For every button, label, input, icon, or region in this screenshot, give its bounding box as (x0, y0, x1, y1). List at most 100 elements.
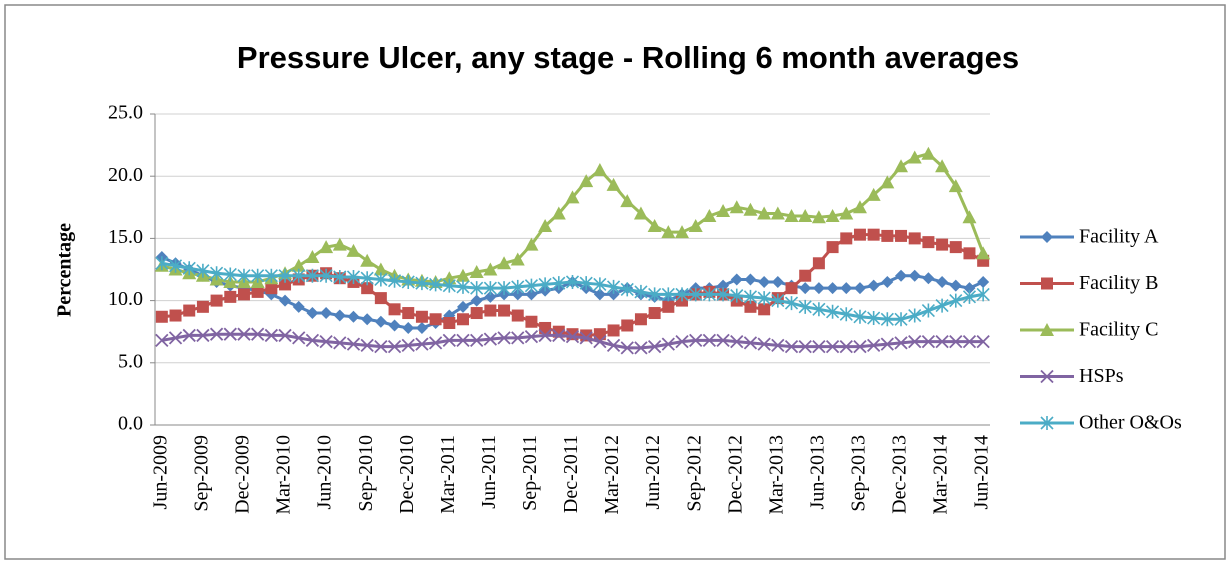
marker (415, 310, 428, 323)
marker (237, 288, 250, 301)
legend-label: Facility A (1079, 226, 1159, 248)
marker (771, 275, 784, 288)
marker (524, 330, 539, 344)
marker (251, 268, 265, 283)
marker (825, 339, 840, 354)
marker (634, 284, 648, 299)
marker (456, 279, 470, 294)
marker (511, 331, 525, 345)
marker (675, 287, 689, 302)
marker (224, 290, 237, 303)
marker (798, 299, 812, 314)
marker (758, 275, 771, 288)
marker (196, 300, 209, 313)
marker (483, 262, 498, 276)
marker (675, 225, 690, 239)
marker (743, 336, 758, 350)
marker (209, 327, 224, 341)
marker (949, 241, 962, 254)
marker (305, 250, 320, 264)
marker (908, 232, 921, 245)
marker (730, 335, 744, 349)
marker (729, 200, 744, 214)
marker (702, 333, 717, 348)
marker (867, 311, 881, 326)
y-tick-label: 15.0 (108, 226, 143, 248)
marker (730, 273, 743, 286)
marker (744, 273, 757, 286)
marker (675, 335, 689, 349)
marker (949, 279, 962, 292)
marker (360, 271, 374, 286)
marker (292, 331, 306, 345)
marker (853, 339, 867, 354)
marker (361, 313, 374, 326)
marker (620, 194, 635, 208)
marker (470, 281, 484, 296)
marker (634, 313, 647, 326)
marker (648, 307, 661, 320)
marker (607, 324, 620, 337)
marker (963, 282, 976, 295)
marker (469, 264, 484, 278)
marker (812, 257, 825, 270)
marker (881, 229, 894, 242)
marker (278, 268, 292, 283)
marker (538, 277, 552, 292)
marker (962, 289, 977, 304)
marker (607, 288, 620, 301)
marker (840, 282, 853, 295)
marker (621, 319, 634, 332)
marker (716, 204, 731, 218)
marker (442, 271, 457, 285)
marker (799, 282, 812, 295)
marker (320, 307, 333, 320)
marker (470, 294, 483, 307)
marker (866, 187, 881, 201)
marker (565, 274, 580, 289)
marker (278, 328, 292, 343)
marker (949, 293, 963, 308)
y-tick-label: 10.0 (108, 288, 143, 310)
marker (592, 162, 607, 176)
x-tick-label: Mar-2012 (601, 435, 623, 515)
marker (936, 238, 949, 251)
marker (155, 333, 169, 348)
marker (429, 277, 443, 292)
marker (908, 269, 921, 282)
x-tick-label: Dec-2011 (560, 435, 582, 513)
marker (921, 335, 936, 349)
marker (552, 276, 566, 291)
marker (647, 339, 662, 354)
marker (757, 206, 772, 220)
x-tick-label: Jun-2012 (642, 435, 664, 509)
marker (182, 261, 196, 276)
marker (279, 294, 292, 307)
x-tick-label: Jun-2010 (314, 435, 336, 509)
marker (306, 307, 319, 320)
marker (895, 229, 908, 242)
marker (155, 310, 168, 323)
marker (305, 333, 320, 348)
marker (168, 258, 183, 273)
legend-label: Facility C (1079, 319, 1158, 341)
marker (429, 313, 442, 326)
marker (948, 179, 963, 193)
marker (977, 275, 990, 288)
marker (319, 335, 333, 349)
marker (922, 272, 935, 285)
marker (839, 307, 853, 322)
marker (360, 253, 375, 267)
marker (826, 282, 839, 295)
x-tick-label: Dec-2013 (889, 435, 911, 514)
marker (689, 333, 703, 348)
marker (401, 274, 415, 289)
marker (223, 327, 237, 341)
marker (539, 321, 552, 334)
marker (826, 241, 839, 254)
marker (524, 278, 538, 293)
x-tick-label: Sep-2012 (683, 435, 705, 512)
marker (579, 174, 594, 188)
marker (374, 339, 388, 354)
